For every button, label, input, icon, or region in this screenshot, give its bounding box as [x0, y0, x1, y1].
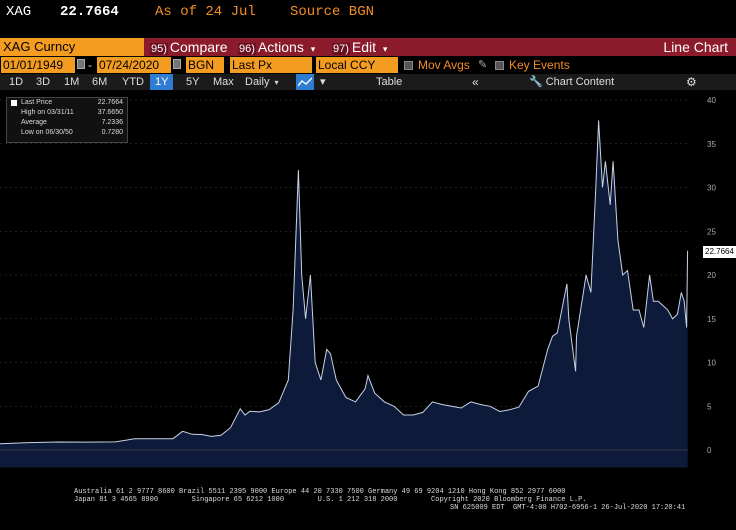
mov-avgs-checkbox[interactable]	[404, 61, 413, 70]
compare-button[interactable]: 95) Compare	[150, 38, 228, 56]
legend-key: Last Price	[21, 99, 53, 106]
actions-shortcut: 96)	[238, 43, 256, 55]
legend-key: Average	[21, 119, 47, 126]
legend-key: Low on 06/30/50	[21, 129, 73, 136]
security-input[interactable]: XAG Curncy	[0, 38, 144, 56]
view-title: Line Chart	[663, 39, 728, 55]
period-ytd[interactable]: YTD	[122, 76, 144, 88]
calendar-icon[interactable]	[173, 59, 181, 69]
footer-session-info: SN 625009 EDT GMT-4:00 H702-6956-1 26-Ju…	[450, 504, 686, 512]
period-6m[interactable]: 6M	[92, 76, 108, 88]
legend-average: Average 7.2336	[11, 119, 123, 128]
legend-swatch	[11, 100, 17, 106]
y-tick-label: 15	[707, 315, 716, 324]
toolbar	[0, 74, 736, 90]
table-button[interactable]: Table	[376, 76, 403, 88]
chart-legend[interactable]: Last Price 22.7664 High on 03/31/11 37.6…	[6, 97, 128, 143]
y-tick-label: 35	[707, 140, 716, 149]
compare-label: Compare	[169, 39, 228, 55]
footer-contacts-2: Japan 81 3 4565 8900 Singapore 65 6212 1…	[74, 496, 587, 504]
price-source: Source BGN	[290, 4, 375, 20]
start-date-field[interactable]: 01/01/1949	[1, 57, 75, 73]
last-price: 22.7664	[60, 4, 119, 20]
legend-last-price: Last Price 22.7664	[11, 99, 123, 108]
footer: Australia 61 2 9777 8600 Brazil 5511 239…	[0, 486, 736, 530]
as-of-date: As of 24 Jul	[155, 4, 256, 20]
y-tick-label: 20	[707, 271, 716, 280]
period-5y[interactable]: 5Y	[186, 76, 200, 88]
pencil-icon[interactable]: ✎	[478, 59, 488, 71]
y-axis: 0 5 10 15 20 25 30 35 40	[707, 96, 716, 455]
y-tick-label: 0	[707, 446, 712, 455]
price-area-fill	[0, 120, 688, 468]
legend-high: High on 03/31/11 37.6650	[11, 109, 123, 118]
period-1m[interactable]: 1M	[64, 76, 80, 88]
y-tick-label: 40	[707, 96, 716, 105]
legend-low: Low on 06/30/50 0.7280	[11, 129, 123, 138]
currency-select[interactable]: Local CCY	[316, 57, 398, 73]
edit-label: Edit	[351, 39, 377, 55]
settings-gear-icon[interactable]: ⚙	[686, 75, 697, 89]
period-max[interactable]: Max	[213, 76, 234, 88]
collapse-double-chevron-icon[interactable]: «	[472, 75, 479, 89]
legend-value: 7.2336	[101, 119, 123, 126]
pricing-source-field[interactable]: BGN	[186, 57, 224, 73]
legend-value: 22.7664	[97, 99, 123, 106]
last-price-marker: 22.7664	[703, 246, 736, 258]
mov-avgs-label: Mov Avgs	[418, 58, 470, 72]
ticker-symbol: XAG	[6, 4, 32, 20]
compare-shortcut: 95)	[150, 43, 168, 55]
chevron-down-icon: ▾	[310, 44, 316, 54]
actions-button[interactable]: 96) Actions ▾	[238, 38, 315, 56]
period-1y[interactable]: 1Y	[150, 74, 174, 90]
actions-label: Actions	[257, 39, 304, 55]
legend-value: 0.7280	[101, 129, 123, 136]
y-tick-label: 30	[707, 184, 716, 193]
chart-content-label: Chart Content	[545, 76, 615, 88]
chevron-down-icon: ▾	[382, 44, 388, 54]
end-date-field[interactable]: 07/24/2020	[97, 57, 171, 73]
line-chart-icon[interactable]	[296, 74, 314, 90]
chart-content-button[interactable]: 🔧 Chart Content	[529, 74, 614, 90]
edit-shortcut: 97)	[332, 43, 350, 55]
y-tick-label: 5	[707, 402, 712, 411]
key-events-label: Key Events	[509, 58, 570, 72]
footer-contacts-1: Australia 61 2 9777 8600 Brazil 5511 239…	[74, 488, 566, 496]
legend-value: 37.6650	[97, 109, 123, 116]
chart-type-chevron-icon[interactable]: ▾	[320, 76, 326, 88]
price-field-select[interactable]: Last Px	[230, 57, 312, 73]
period-3d[interactable]: 3D	[36, 76, 51, 88]
date-separator: -	[88, 58, 92, 72]
chevron-down-icon: ▾	[274, 78, 279, 87]
legend-key: High on 03/31/11	[21, 109, 74, 116]
edit-button[interactable]: 97) Edit ▾	[332, 38, 387, 56]
frequency-label: Daily	[245, 76, 270, 88]
line-chart-glyph	[297, 77, 313, 87]
wrench-icon: 🔧	[529, 76, 543, 88]
key-events-checkbox[interactable]	[495, 61, 504, 70]
command-bar	[0, 38, 736, 56]
quote-header: XAG 22.7664 As of 24 Jul Source BGN	[0, 0, 736, 28]
frequency-select[interactable]: Daily ▾	[245, 74, 279, 90]
price-line	[0, 120, 689, 445]
calendar-icon[interactable]	[77, 59, 85, 69]
y-tick-label: 25	[707, 227, 716, 236]
period-1d[interactable]: 1D	[9, 76, 24, 88]
y-tick-label: 10	[707, 359, 716, 368]
